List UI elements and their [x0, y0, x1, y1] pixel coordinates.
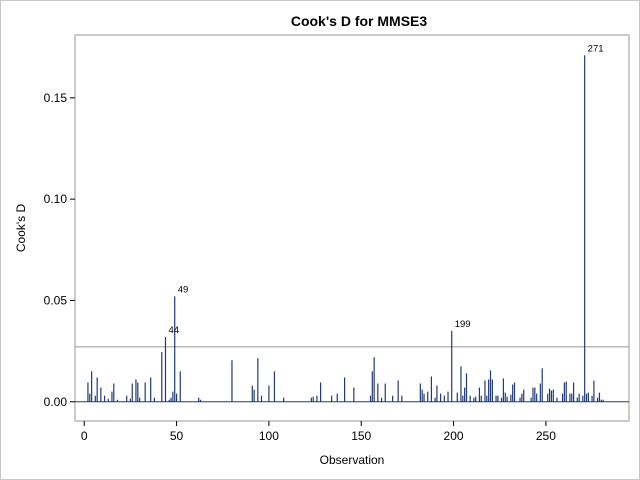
plot-area	[74, 34, 630, 422]
y-tick-label: 0.10	[44, 192, 68, 206]
y-axis-label: Cook's D	[14, 204, 28, 253]
x-tick-label: 0	[81, 429, 88, 443]
x-tick-label: 50	[170, 429, 184, 443]
y-tick-label: 0.00	[44, 395, 68, 409]
y-tick-label: 0.05	[44, 293, 68, 307]
y-tick-label: 0.15	[44, 91, 68, 105]
x-axis-label: Observation	[320, 453, 385, 467]
chart-title: Cook's D for MMSE3	[291, 13, 428, 29]
outlier-label: 271	[588, 43, 604, 54]
outlier-label: 49	[178, 284, 189, 295]
x-tick-label: 250	[536, 429, 556, 443]
x-tick-label: 100	[259, 429, 279, 443]
x-tick-label: 150	[351, 429, 371, 443]
x-tick-label: 200	[444, 429, 464, 443]
outlier-label: 199	[455, 319, 471, 330]
outlier-label: 44	[168, 325, 179, 336]
